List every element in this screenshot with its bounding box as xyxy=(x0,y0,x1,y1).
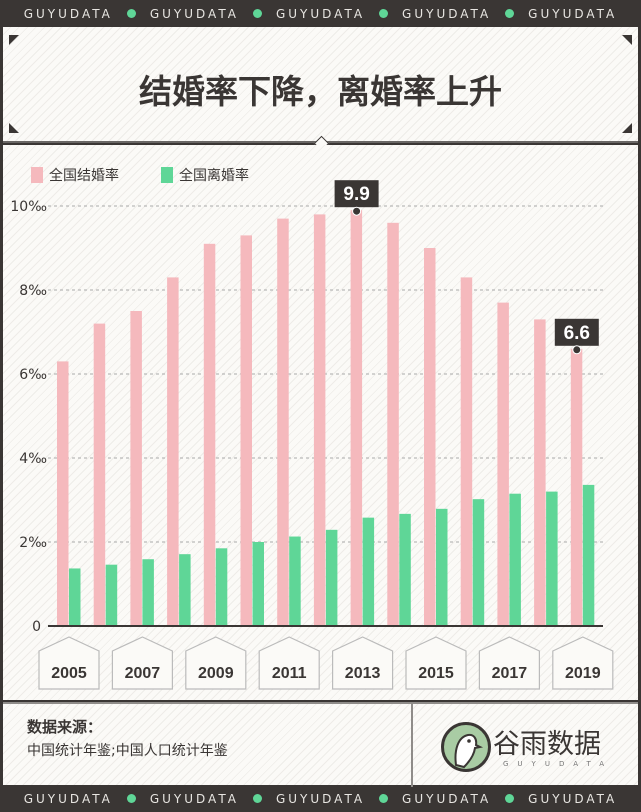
logo-text: 谷雨数据 xyxy=(493,729,601,760)
dot-icon xyxy=(505,9,515,18)
banner-text: GUYUDATA xyxy=(23,6,113,21)
bar-divorce-2011 xyxy=(289,536,301,626)
banner-text: GUYUDATA xyxy=(149,791,239,806)
bar-marriage-2010 xyxy=(240,235,252,626)
y-tick-label: 6‰ xyxy=(19,367,47,383)
x-tick-label: 2015 xyxy=(418,665,454,682)
x-tick-box xyxy=(38,636,100,690)
legend-swatch xyxy=(31,167,43,183)
bar-divorce-2017 xyxy=(509,493,521,626)
annotation-dot xyxy=(572,345,582,355)
legend-divorce: 全国离婚率 xyxy=(161,165,249,185)
corner-decoration xyxy=(9,35,19,45)
footer: 数据来源： 中国统计年鉴;中国人口统计年鉴 谷雨数据 GUYUDATA xyxy=(3,702,638,787)
bar-divorce-2009 xyxy=(215,548,228,626)
bar-marriage-2009 xyxy=(203,243,216,627)
top-banner: GUYUDATA GUYUDATA GUYUDATA GUYUDATA GUYUDATA xyxy=(0,0,641,27)
legend-label: 全国离婚率 xyxy=(179,168,249,184)
corner-decoration xyxy=(9,123,19,133)
annotation-box xyxy=(554,318,599,346)
x-tick-label: 2007 xyxy=(125,665,161,682)
bar-divorce-2013 xyxy=(362,517,375,626)
corner-decoration xyxy=(622,35,632,45)
bar-divorce-2008 xyxy=(179,554,191,626)
legend-swatch xyxy=(161,167,173,183)
source-title: 数据来源： xyxy=(27,718,103,736)
x-tick-label: 2009 xyxy=(198,665,234,682)
dot-icon xyxy=(126,794,136,803)
bar-marriage-2019 xyxy=(570,348,583,626)
corner-decoration xyxy=(622,123,632,133)
x-tick-label: 2017 xyxy=(492,665,528,682)
x-tick-label: 2005 xyxy=(51,665,87,682)
banner-text: GUYUDATA xyxy=(275,6,366,21)
page-title: 结婚率下降，离婚率上升 xyxy=(139,72,502,111)
y-tick-label: 10‰ xyxy=(10,199,47,215)
bar-marriage-2013 xyxy=(350,210,363,626)
bottom-banner: GUYUDATA GUYUDATA GUYUDATA GUYUDATA GUYUDATA xyxy=(0,785,641,812)
bar-marriage-2014 xyxy=(387,222,399,627)
bar-marriage-2017 xyxy=(497,302,509,626)
x-tick-label: 2011 xyxy=(272,665,307,682)
bar-divorce-2014 xyxy=(399,513,411,626)
bar-chart: 0 2‰ 4‰ 6‰ 8‰ 10‰ 2005 2007 2009 2011 2013 2015 2017… xyxy=(10,180,614,690)
bar-divorce-2005 xyxy=(69,568,81,626)
bar-divorce-2007 xyxy=(142,559,154,626)
bar-marriage-2006 xyxy=(93,323,106,626)
dot-icon xyxy=(252,9,262,18)
y-tick-label: 4‰ xyxy=(19,451,47,467)
legend-label: 全国结婚率 xyxy=(49,168,119,184)
banner-text: GUYUDATA xyxy=(402,6,492,21)
title-box: 结婚率下降，离婚率上升 xyxy=(3,27,638,152)
bar-divorce-2010 xyxy=(252,542,264,626)
x-tick-label: 2019 xyxy=(565,665,601,682)
bar-marriage-2008 xyxy=(167,277,179,626)
bar-marriage-2005 xyxy=(57,361,69,626)
dot-icon xyxy=(505,794,515,803)
banner-text: GUYUDATA xyxy=(149,6,239,21)
legend-marriage: 全国结婚率 xyxy=(31,165,119,185)
x-tick-box xyxy=(258,636,320,690)
x-tick-box xyxy=(405,636,467,690)
bar-marriage-2018 xyxy=(534,319,546,626)
x-tick-box xyxy=(111,636,173,690)
bar-marriage-2015 xyxy=(424,248,436,626)
annotation-box xyxy=(334,180,379,208)
bar-marriage-2012 xyxy=(313,214,326,626)
bird-logo-icon xyxy=(441,722,491,772)
annotation-label: 9.9 xyxy=(343,184,369,205)
dot-icon xyxy=(379,9,389,18)
bar-divorce-2018 xyxy=(546,491,558,626)
banner-text: GUYUDATA xyxy=(402,791,492,806)
x-tick-box xyxy=(552,636,614,690)
annotation-label: 6.6 xyxy=(564,323,590,344)
bar-divorce-2006 xyxy=(105,564,118,626)
bar-divorce-2016 xyxy=(472,499,485,626)
divider xyxy=(411,704,413,787)
bar-marriage-2011 xyxy=(277,218,289,626)
banner-text: GUYUDATA xyxy=(528,791,618,806)
x-tick-box xyxy=(478,636,540,690)
bar-divorce-2019 xyxy=(582,484,595,626)
x-tick-box xyxy=(185,636,247,690)
y-tick-label: 0 xyxy=(32,619,41,635)
chart-area: 全国结婚率 全国离婚率 0 2‰ 4‰ 6‰ 8‰ 10‰ 2005 2007 2009 2011… xyxy=(3,145,638,700)
dot-icon xyxy=(252,794,262,803)
dot-icon xyxy=(126,9,136,18)
banner-text: GUYUDATA xyxy=(275,791,366,806)
dot-icon xyxy=(379,794,389,803)
bar-marriage-2007 xyxy=(130,311,142,626)
y-tick-label: 2‰ xyxy=(19,535,47,551)
x-tick-label: 2013 xyxy=(345,665,381,682)
source-text: 中国统计年鉴;中国人口统计年鉴 xyxy=(27,743,228,759)
bar-divorce-2012 xyxy=(325,529,338,626)
bar-divorce-2015 xyxy=(436,508,448,626)
bar-marriage-2016 xyxy=(460,277,473,626)
annotation-dot xyxy=(352,206,362,216)
logo-subtext: GUYUDATA xyxy=(503,760,613,768)
x-tick-box xyxy=(332,636,394,690)
banner-text: GUYUDATA xyxy=(528,6,618,21)
y-tick-label: 8‰ xyxy=(19,283,47,299)
banner-text: GUYUDATA xyxy=(23,791,113,806)
